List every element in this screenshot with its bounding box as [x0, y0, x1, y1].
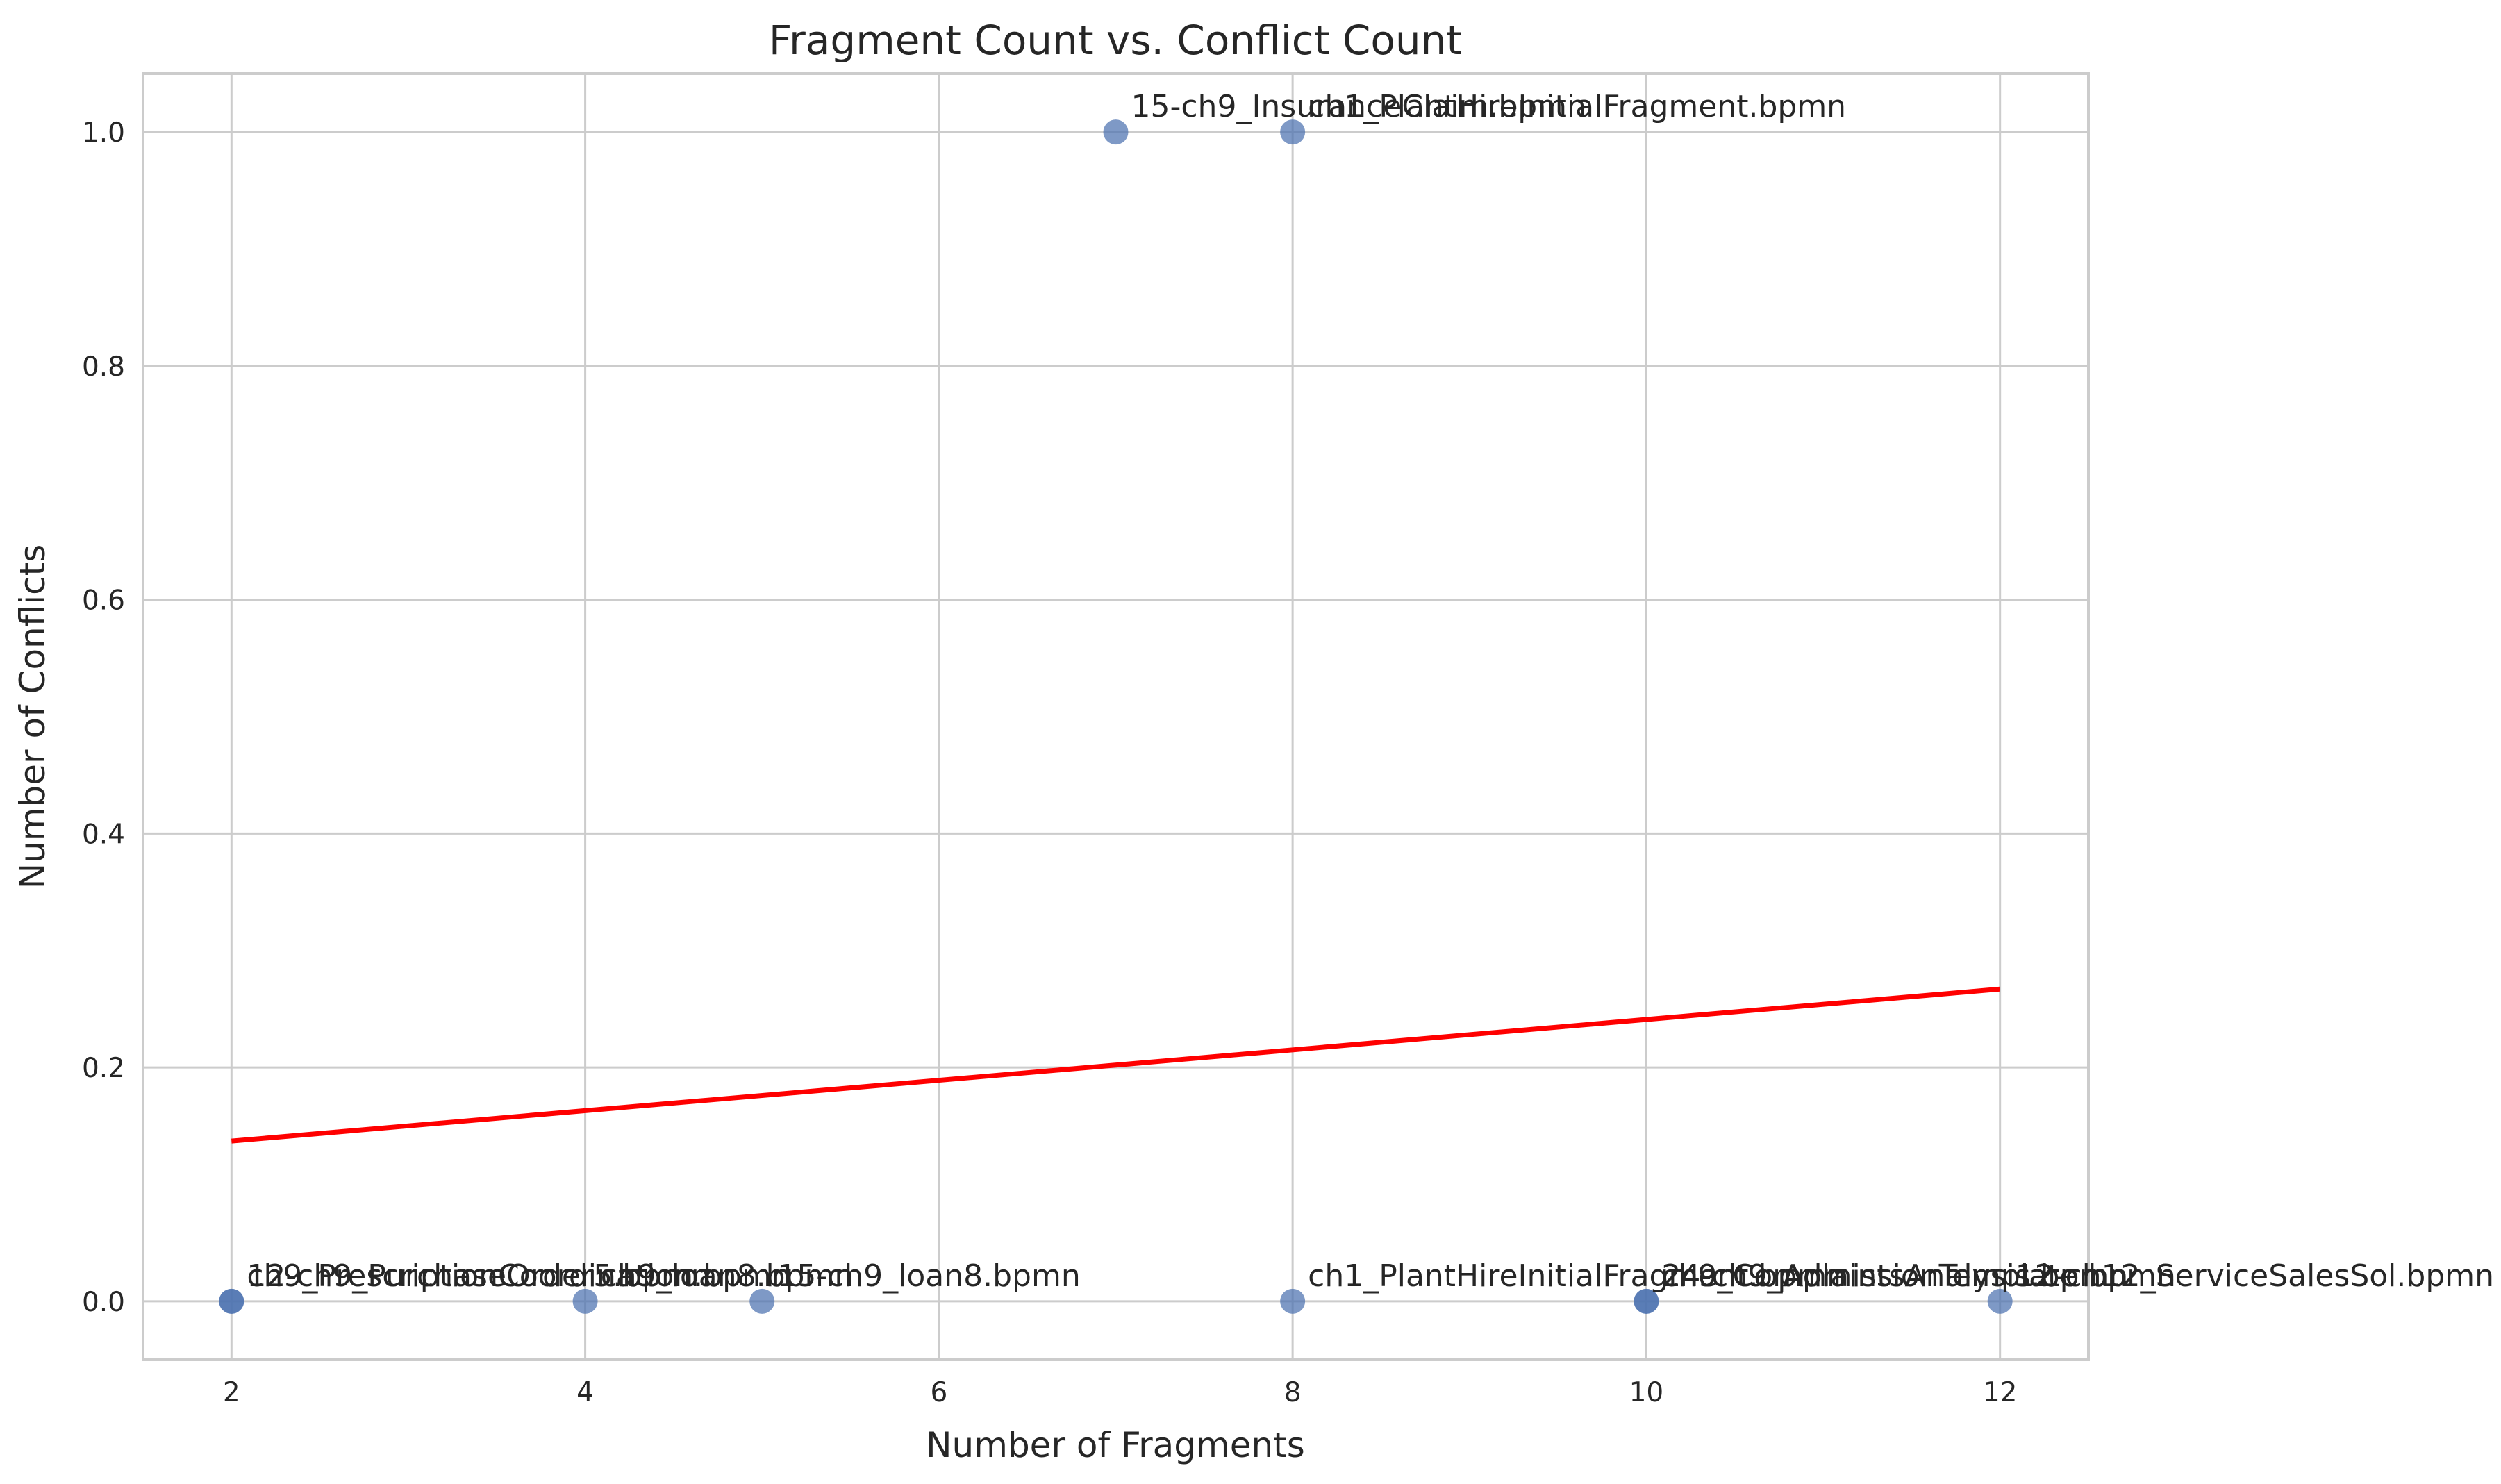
x-tick-label: 8 — [1284, 1377, 1302, 1408]
point-layer — [219, 119, 2013, 1314]
point-label: ch1_PlantHireInitialFragment.bpmn — [1308, 1258, 1846, 1294]
data-point — [572, 1288, 598, 1314]
y-tick-label: 0.4 — [82, 819, 125, 850]
y-tick-label: 0.6 — [82, 585, 125, 617]
x-tick-label: 10 — [1629, 1377, 1664, 1408]
x-tick-label: 12 — [1983, 1377, 2018, 1408]
point-label: ch1_PlantHireInitialFragment.bpmn — [1308, 89, 1846, 124]
data-point — [1280, 1288, 1306, 1314]
x-tick-label: 2 — [223, 1377, 240, 1408]
trend-line — [231, 986, 2000, 1144]
grid-layer — [143, 74, 2088, 1360]
point-label: 24-ch9_AdmissionTemplate.bpmn — [1661, 1258, 2176, 1294]
x-tick-label: 4 — [576, 1377, 594, 1408]
y-tick-label: 0.0 — [82, 1287, 125, 1318]
y-axis-label: Number of Conflicts — [13, 544, 53, 890]
trend-layer — [231, 986, 2000, 1144]
point-label: ch9_ComplaintsAnalysis.bpmn — [1661, 1258, 2128, 1294]
point-label-layer: 12-ch9_PurchaseOrder5.bpmnch9_Prescripti… — [247, 89, 2494, 1294]
data-point — [749, 1288, 775, 1314]
data-point — [1280, 119, 1306, 145]
data-point — [219, 1288, 244, 1314]
point-label: 15-ch9_loan8.bpmn — [777, 1258, 1081, 1294]
chart-title: Fragment Count vs. Conflict Count — [769, 17, 1462, 64]
y-tick-label: 1.0 — [82, 117, 125, 149]
data-point — [1634, 1288, 1659, 1314]
point-label: 12-ch12_ServiceSalesSol.bpmn — [2016, 1258, 2494, 1294]
x-axis-label: Number of Fragments — [926, 1425, 1305, 1465]
point-label: ch9_PrescriptionCoordination.bpmn — [247, 1258, 790, 1294]
point-label: 12-ch9_PurchaseOrder5.bpmn — [247, 1258, 710, 1294]
data-point — [1103, 119, 1129, 145]
y-tick-label: 0.2 — [82, 1053, 125, 1084]
tick-layer: 2 4 6 8 10 12 0.0 0.2 0.4 0.6 0.8 1.0 — [82, 117, 2018, 1408]
x-tick-label: 6 — [930, 1377, 947, 1408]
point-label: 15-ch9_InsuranceClaim.bpmn — [1131, 89, 1586, 124]
y-tick-label: 0.8 — [82, 351, 125, 383]
data-point — [1987, 1288, 2013, 1314]
plot-frame — [142, 72, 2090, 1361]
point-label: ch9_loan8.bpmn — [601, 1258, 854, 1294]
